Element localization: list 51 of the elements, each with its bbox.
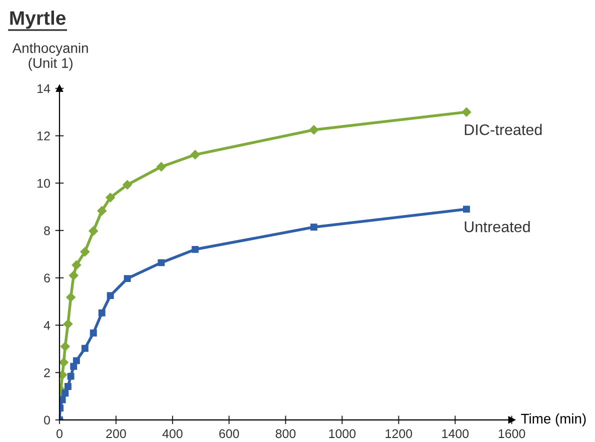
series-label: Untreated <box>464 221 530 232</box>
point <box>310 224 318 231</box>
point <box>62 390 69 397</box>
point <box>106 292 114 300</box>
y-tick-label: 4 <box>44 321 50 330</box>
point <box>63 319 73 329</box>
point <box>60 358 68 367</box>
x-tick-label: 1000 <box>329 429 356 438</box>
point <box>88 226 98 236</box>
x-tick-label: 1200 <box>386 429 412 438</box>
point <box>156 162 166 172</box>
point <box>70 362 78 370</box>
point <box>122 180 132 190</box>
y-tick-label: 0 <box>44 416 50 425</box>
point <box>124 275 131 282</box>
point <box>80 247 90 256</box>
y-tick-label: 2 <box>44 368 50 378</box>
x-tick-label: 600 <box>219 429 240 438</box>
x-tick-label: 800 <box>276 429 296 438</box>
point <box>463 206 470 213</box>
point <box>66 292 76 302</box>
y-tick-label: 12 <box>38 132 50 140</box>
x-tick-label: 1600 <box>498 429 526 438</box>
point <box>67 372 74 380</box>
point <box>190 150 200 160</box>
x-tick-label: 400 <box>162 429 182 438</box>
point <box>462 107 472 117</box>
point <box>81 344 88 352</box>
point <box>72 357 80 364</box>
point <box>60 342 70 352</box>
y-axis-title: Anthocyanin (Unit 1) <box>12 42 88 71</box>
y-tick-label: 14 <box>38 84 50 93</box>
chart-title: Myrtle <box>10 10 66 29</box>
y-tick-label: 8 <box>44 226 50 236</box>
x-tick-label: 200 <box>106 429 126 438</box>
point <box>309 125 318 134</box>
point <box>72 260 82 270</box>
point <box>90 330 97 336</box>
x-axis-title: Time (min) <box>521 413 586 426</box>
point <box>106 192 115 202</box>
point <box>64 383 72 390</box>
point <box>98 309 106 316</box>
point <box>69 270 78 280</box>
point <box>158 259 165 266</box>
point <box>192 246 199 253</box>
y-tick-label: 10 <box>38 178 50 188</box>
x-tick-label: 0 <box>56 429 62 438</box>
series-label: DIC-treated <box>464 124 542 136</box>
x-tick-label: 1400 <box>442 429 469 438</box>
point <box>97 206 107 216</box>
y-tick-label: 6 <box>44 274 50 282</box>
